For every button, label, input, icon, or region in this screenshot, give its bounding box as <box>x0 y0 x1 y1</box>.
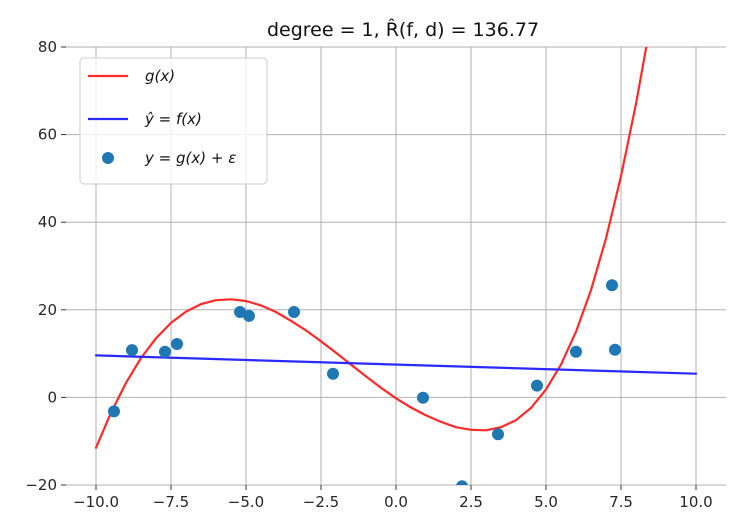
data-point <box>456 480 468 485</box>
grid <box>66 46 726 486</box>
data-point <box>606 279 618 292</box>
y-tick-label: 20 <box>38 301 57 319</box>
data-point <box>171 338 183 350</box>
y-tick-label: −20 <box>25 476 57 494</box>
legend: g(x) ŷ = f(x) y = g(x) + ε <box>79 57 268 185</box>
fitted-line <box>94 354 698 375</box>
x-tick-label: −7.5 <box>153 493 189 511</box>
data-point <box>288 306 300 318</box>
x-tick-label: −5.0 <box>228 493 264 511</box>
chart-title: degree = 1, R̂(f, d) = 136.77 <box>267 19 539 41</box>
x-tick-label: −2.5 <box>303 493 339 511</box>
plot-series <box>94 47 698 485</box>
data-point <box>570 345 582 358</box>
x-tick-label: 2.5 <box>459 493 483 511</box>
data-point <box>126 344 138 357</box>
y-tick-label: 40 <box>38 213 57 231</box>
legend-label-g: g(x) <box>145 67 175 85</box>
legend-label-points: y = g(x) + ε <box>144 149 236 167</box>
data-point <box>108 405 120 418</box>
legend-label-fit: ŷ = f(x) <box>144 110 202 128</box>
x-tick-label: 10.0 <box>679 493 712 511</box>
legend-box <box>79 57 268 185</box>
x-tick-label: −10.0 <box>73 493 119 511</box>
x-tick-label: 7.5 <box>609 493 633 511</box>
x-tick-label: 5.0 <box>534 493 558 511</box>
data-point <box>327 367 339 380</box>
y-tick-label: 0 <box>47 388 57 406</box>
legend-swatch-points <box>102 152 114 164</box>
y-tick-label: 60 <box>38 126 57 144</box>
data-point <box>609 343 621 356</box>
data-point <box>492 428 504 441</box>
x-axis-ticks: −10.0 −7.5 −5.0 −2.5 0.0 2.5 5.0 7.5 10.0 <box>73 485 713 511</box>
y-axis-ticks: −20 0 20 40 60 80 <box>25 38 66 494</box>
data-point <box>243 309 255 322</box>
true-function-curve <box>94 47 648 449</box>
data-point <box>234 306 246 318</box>
data-point <box>531 379 543 392</box>
y-tick-label: 80 <box>38 38 57 56</box>
x-tick-label: 0.0 <box>384 493 408 511</box>
data-point <box>417 391 429 404</box>
data-point <box>159 345 171 358</box>
